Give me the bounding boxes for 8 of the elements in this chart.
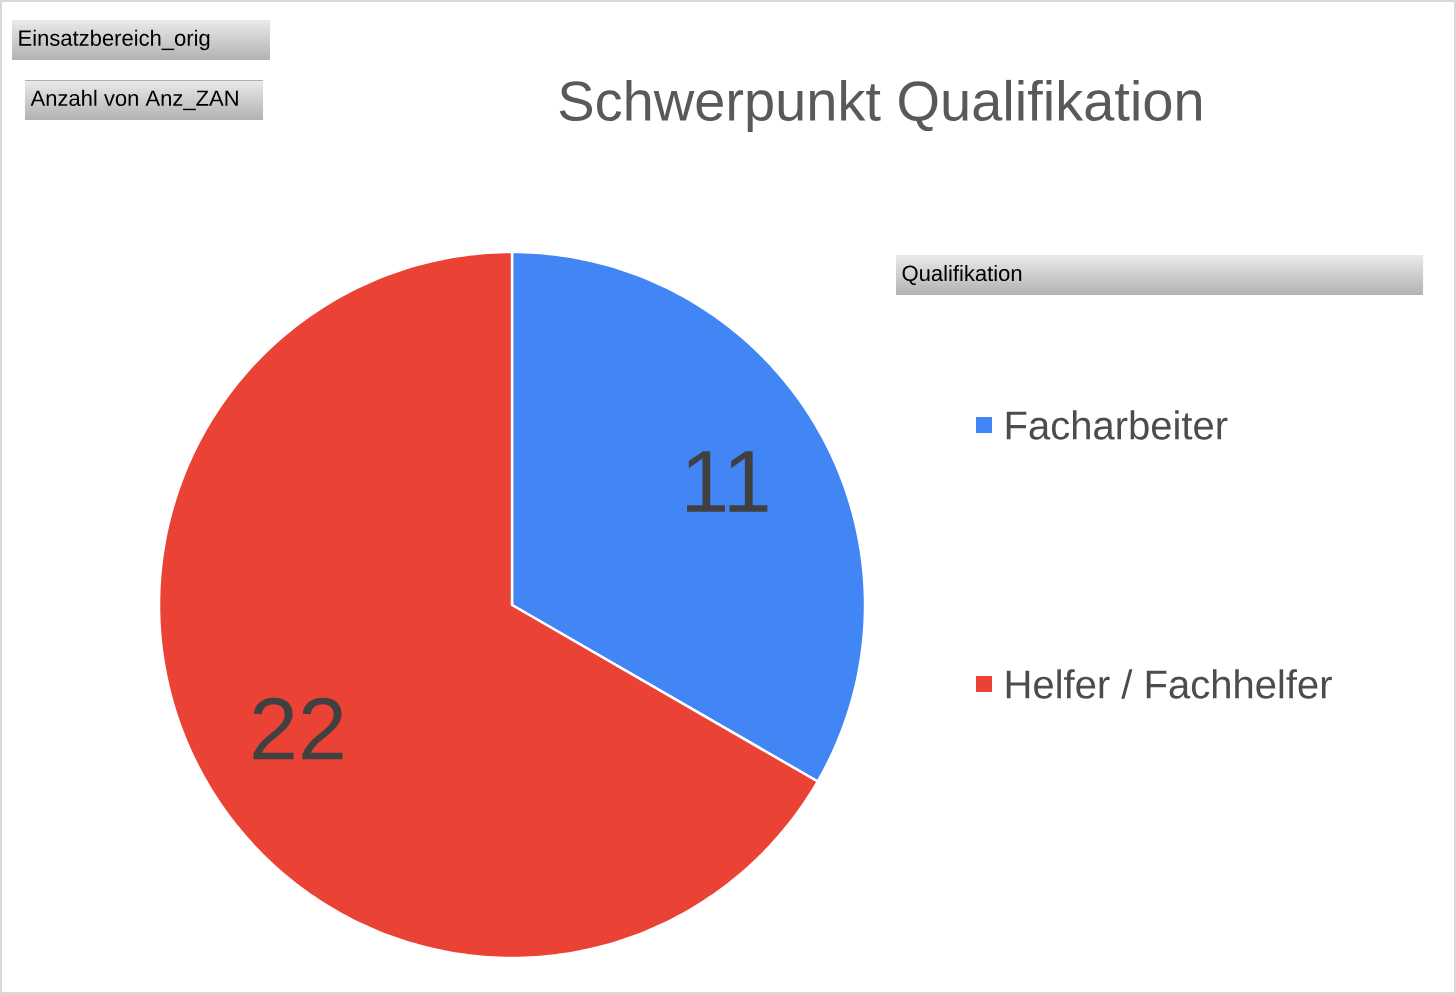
text: Einsatzbereich_orig (19, 29, 210, 51)
legend-label: Facharbeiter (1006, 410, 1228, 440)
data-label: 22 (253, 697, 343, 760)
legend-label: Helfer / Fachhelfer (1006, 669, 1332, 699)
text: Anzahl von Anz_ZAN (30, 89, 238, 111)
legend-title: Qualifikation (902, 264, 1022, 286)
data-label: 11 (687, 451, 768, 512)
chart-title: Schwerpunkt Qualifikation (559, 79, 1201, 133)
